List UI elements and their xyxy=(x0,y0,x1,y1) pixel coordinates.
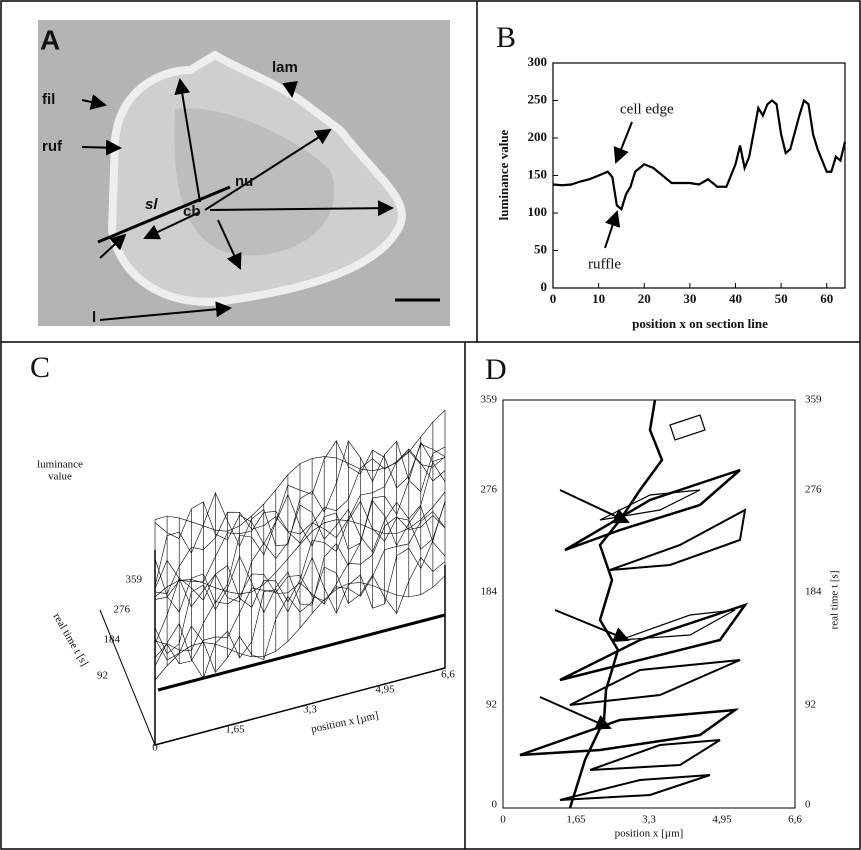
y-tick-label: 300 xyxy=(528,54,548,69)
x-tick-label: 4,95 xyxy=(712,814,732,826)
label: nu xyxy=(235,173,253,190)
x-axis-label: position x [µm] xyxy=(310,710,380,736)
label: l xyxy=(92,309,96,326)
t-tick-label: 92 xyxy=(486,699,497,711)
label: sl xyxy=(145,196,158,213)
x-tick-label: 3,3 xyxy=(642,814,656,826)
y-tick-label: 200 xyxy=(528,129,548,144)
label: ruf xyxy=(42,138,63,155)
panel-d: D 359 276 184 92 0 359 276 184 92 0 0 1,… xyxy=(481,353,841,840)
label: cb xyxy=(183,203,201,220)
t-tick-label: 0 xyxy=(492,799,498,811)
t-axis-label: real time t [s] xyxy=(829,571,841,630)
t-tick-label: 184 xyxy=(104,634,121,646)
y-tick-label: 50 xyxy=(534,241,547,256)
x-tick-label: 6,6 xyxy=(441,669,455,681)
panel-letter: D xyxy=(485,353,507,386)
data-line xyxy=(553,101,845,210)
t-axis-label: real time t [s] xyxy=(50,611,90,668)
panel-letter: C xyxy=(30,351,50,384)
figure: A fil ruf lam nu cb sl l B luminance val… xyxy=(0,0,861,850)
t-tick-label: 184 xyxy=(805,586,822,598)
x-tick-label: 40 xyxy=(729,291,742,306)
z-axis-label: value xyxy=(48,471,72,483)
y-tick-label: 150 xyxy=(528,166,548,181)
annotation: ruffle xyxy=(588,256,621,272)
x-tick-label: 3,3 xyxy=(303,704,317,716)
label: fil xyxy=(42,91,55,108)
z-axis-label: luminance xyxy=(37,459,83,471)
t-tick-label: 92 xyxy=(805,699,816,711)
y-axis-label: luminance value xyxy=(496,129,511,220)
x-tick-label: 1,65 xyxy=(566,814,586,826)
panel-c: C luminance value 359 276 184 92 0 real … xyxy=(30,351,455,754)
x-tick-label: 1,65 xyxy=(225,724,245,736)
x-axis-label: position x on section line xyxy=(632,316,768,331)
panel-letter: B xyxy=(496,21,516,54)
t-tick-label: 0 xyxy=(152,742,158,754)
y-tick-label: 0 xyxy=(541,279,548,294)
x-tick-label: 6,6 xyxy=(788,814,802,826)
x-tick-label: 0 xyxy=(550,291,557,306)
x-tick-label: 10 xyxy=(592,291,605,306)
t-tick-label: 359 xyxy=(805,394,822,406)
x-tick-label: 30 xyxy=(683,291,696,306)
x-tick-label: 0 xyxy=(500,814,506,826)
annotation: cell edge xyxy=(620,101,674,117)
t-tick-label: 276 xyxy=(805,484,822,496)
x-tick-label: 60 xyxy=(820,291,833,306)
y-tick-label: 100 xyxy=(528,204,548,219)
x-tick-label: 20 xyxy=(638,291,651,306)
label: lam xyxy=(272,59,298,76)
t-tick-label: 359 xyxy=(481,394,498,406)
y-tick-label: 250 xyxy=(528,91,548,106)
t-tick-label: 0 xyxy=(805,799,811,811)
panel-b: B luminance value position x on section … xyxy=(496,21,845,331)
panel-letter: A xyxy=(40,24,60,55)
t-tick-label: 184 xyxy=(481,586,498,598)
t-tick-label: 92 xyxy=(97,670,108,682)
panel-a: A fil ruf lam nu cb sl l xyxy=(38,20,450,326)
t-tick-label: 276 xyxy=(481,484,498,496)
x-tick-label: 4,95 xyxy=(375,684,395,696)
t-tick-label: 359 xyxy=(126,574,143,586)
x-axis-label: position x [µm] xyxy=(615,828,684,840)
t-tick-label: 276 xyxy=(114,604,131,616)
x-tick-label: 50 xyxy=(775,291,788,306)
